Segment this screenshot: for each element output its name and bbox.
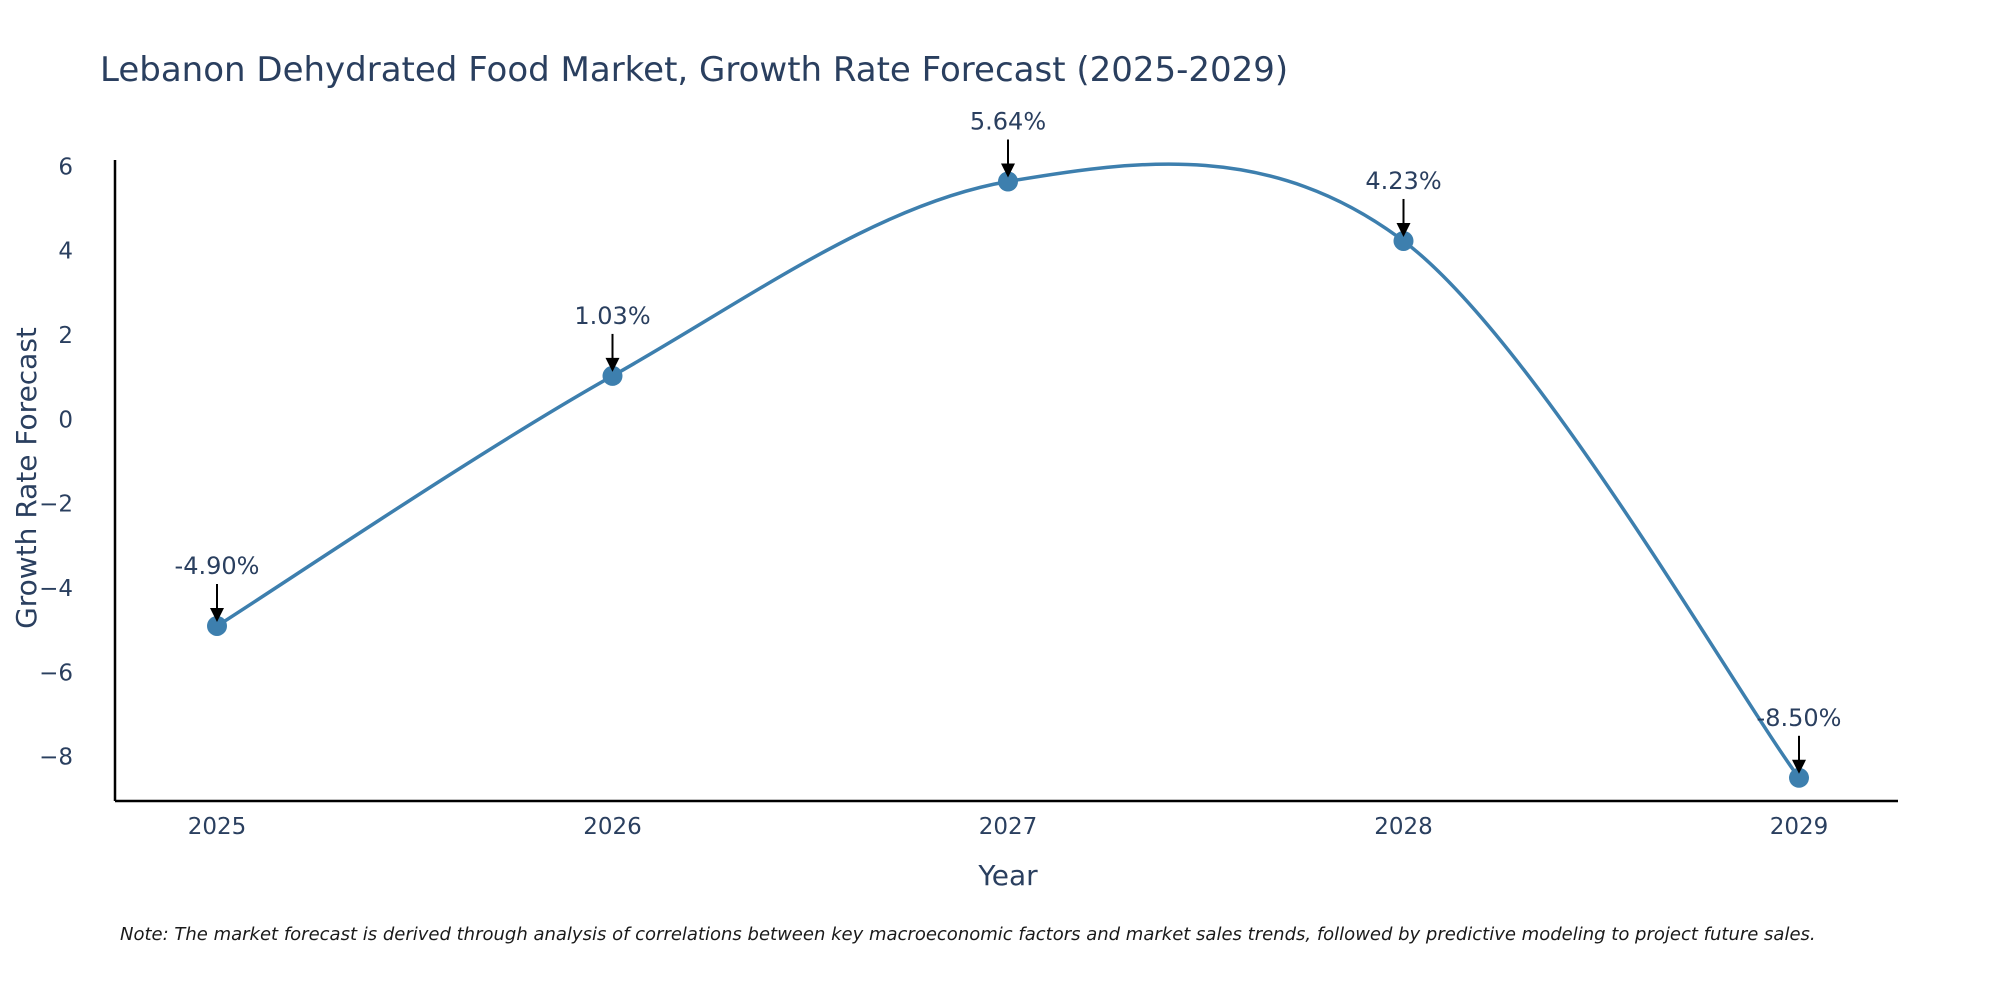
data-point[interactable] (602, 365, 623, 386)
annotation-arrow-head (1396, 222, 1411, 237)
y-tick-label: −2 (39, 492, 73, 518)
data-point[interactable] (1393, 230, 1414, 251)
annotation-arrow-head (605, 357, 620, 372)
y-tick-label: −8 (39, 745, 73, 771)
data-point[interactable] (1789, 767, 1809, 788)
y-tick-label: −6 (39, 660, 73, 686)
annotation-arrow-head (210, 607, 224, 622)
plot-area: 6 4 2 0 −2 −4 −6 −8 2025 2026 2027 2028 2029 -4.90% 1.… (39, 108, 1898, 840)
y-tick-label: 6 (58, 154, 73, 180)
annotation-arrow-head (1001, 163, 1015, 178)
chart-title: Lebanon Dehydrated Food Market, Growth R… (100, 50, 1288, 90)
series-line (216, 162, 1801, 779)
y-tick-label: 0 (58, 407, 73, 433)
data-label: 1.03% (574, 302, 650, 330)
data-label: -4.90% (175, 552, 260, 580)
y-tick-label: 4 (58, 239, 73, 265)
y-axis-title: Growth Rate Forecast (10, 327, 43, 629)
x-tick-label: 2026 (583, 814, 642, 840)
data-point[interactable] (998, 171, 1018, 192)
y-tick-label: −4 (39, 576, 73, 602)
x-tick-label: 2025 (188, 814, 247, 840)
x-tick-label: 2029 (1770, 814, 1829, 840)
annotation-arrow-head (1792, 759, 1806, 774)
y-tick-label: 2 (58, 323, 73, 349)
x-axis-title: Year (977, 859, 1038, 892)
footnote: Note: The market forecast is derived thr… (120, 924, 1816, 945)
data-point[interactable] (207, 615, 227, 636)
data-label: 5.64% (970, 108, 1046, 136)
data-label: 4.23% (1365, 167, 1441, 195)
x-tick-label: 2027 (979, 814, 1038, 840)
data-label: -8.50% (1757, 704, 1842, 732)
x-tick-label: 2028 (1374, 814, 1433, 840)
